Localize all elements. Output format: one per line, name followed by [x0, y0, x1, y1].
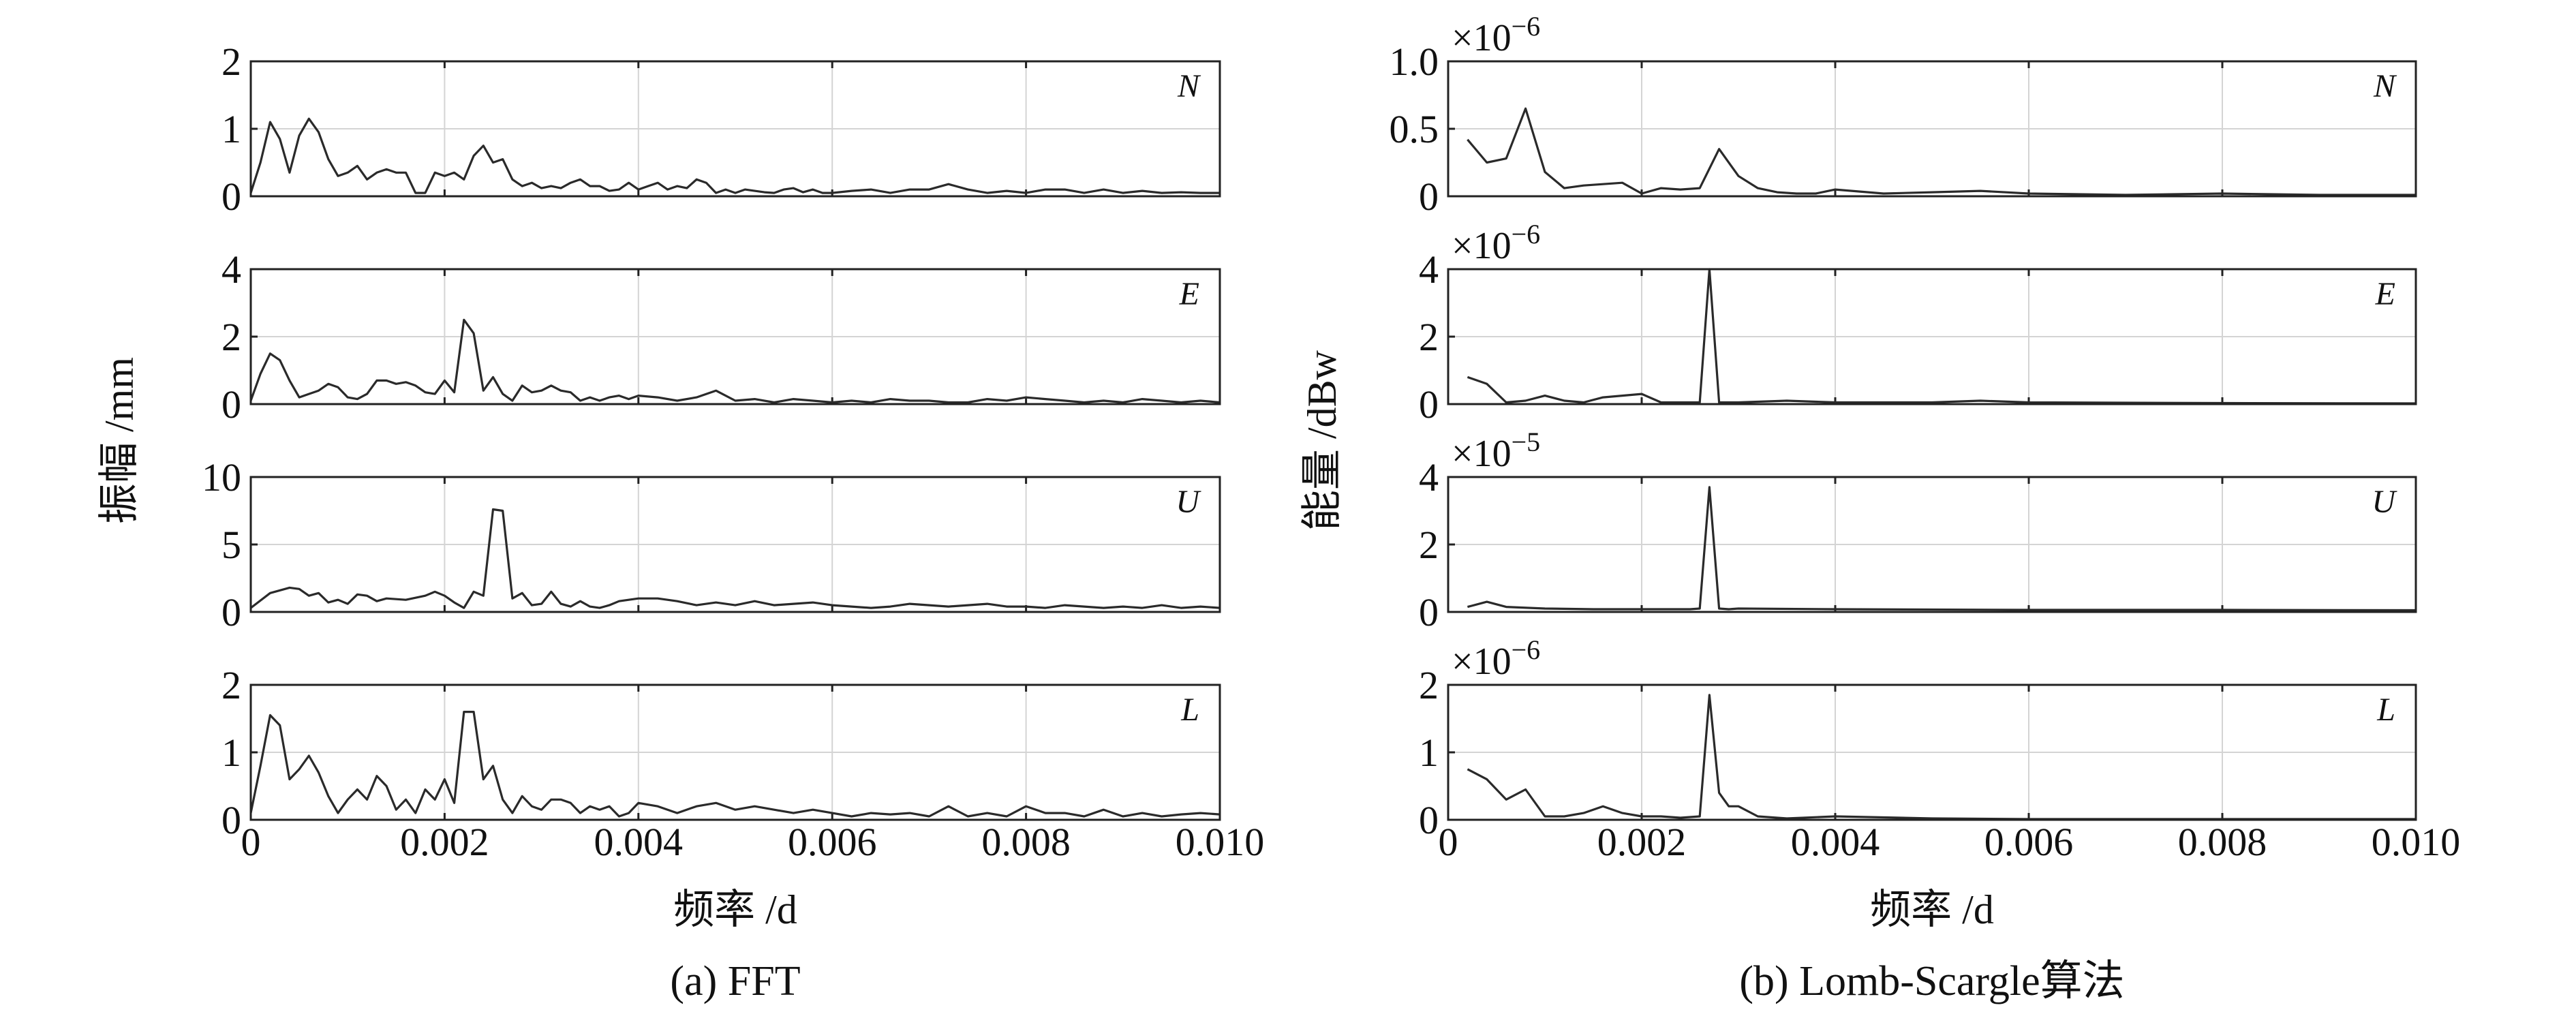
- panel-E: 0 2 4 E ×10−6: [1419, 219, 2417, 427]
- panel-U: 0 2 4 U ×10−5: [1419, 427, 2417, 634]
- panel-N: 0 1 2 N: [221, 40, 1221, 219]
- y-tick-label: 0: [221, 174, 241, 219]
- panel-frame: [1447, 683, 2417, 821]
- panel-frame: [249, 268, 1221, 405]
- panel-label: E: [1179, 276, 1199, 312]
- y-axis-label: 振幅 /mm: [97, 357, 142, 524]
- x-tick-label: 0.004: [1791, 820, 1880, 864]
- y-tick-label: 0: [1419, 174, 1439, 219]
- lomb-scargle-chart: 0 0.5 1.0 N ×10−6 0 2 4 E ×10−6 0 2 4 U ×10−5 0 1 2 L ×10−6…: [1300, 11, 2460, 1004]
- y-tick-label: 2: [221, 40, 241, 84]
- panel-L: 0 1 2 L ×10−6: [1419, 634, 2417, 842]
- x-tick-label: 0.002: [400, 820, 489, 864]
- x-tick-label: 0.004: [594, 820, 684, 864]
- panel-frame: [249, 476, 1221, 613]
- panel-frame: [249, 60, 1221, 198]
- series-line-L: [1467, 694, 2416, 820]
- panel-label: N: [2373, 68, 2397, 104]
- y-tick-label: 2: [221, 663, 241, 707]
- panel-E: 0 2 4 E: [221, 247, 1221, 427]
- series-line-N: [249, 117, 1220, 194]
- x-tick-label: 0: [241, 820, 261, 864]
- scale-multiplier: ×10−6: [1452, 634, 1540, 683]
- x-axis-label: 频率 /d: [673, 887, 797, 932]
- y-tick-label: 1.0: [1390, 40, 1439, 84]
- x-tick-label: 0: [1439, 820, 1458, 864]
- y-tick-label: 2: [221, 315, 241, 359]
- x-tick-label: 0.008: [981, 820, 1071, 864]
- series-line-E: [249, 318, 1221, 404]
- y-axis-label: 能量 /dBw: [1300, 350, 1345, 531]
- x-tick-label: 0.002: [1597, 820, 1687, 864]
- y-tick-label: 0: [221, 590, 241, 634]
- x-tick-label: 0.010: [1176, 820, 1265, 864]
- y-tick-label: 10: [202, 455, 241, 500]
- series-line-N: [1467, 107, 2416, 196]
- figure-caption: (a) FFT: [670, 958, 800, 1004]
- panel-L: 0 1 2 L: [221, 663, 1221, 842]
- y-tick-label: 1: [221, 107, 241, 151]
- panel-frame: [1447, 268, 2417, 405]
- y-tick-label: 0: [221, 382, 241, 427]
- x-axis-label: 频率 /d: [1870, 887, 1994, 932]
- panel-label: U: [1176, 484, 1201, 520]
- y-tick-label: 2: [1419, 523, 1439, 567]
- fft-chart: 0 1 2 N 0 2 4 E 0 5 10 U 0 1 2 L 0 0.002 0.004 0.006 0.008 0.…: [97, 40, 1264, 1004]
- panel-label: L: [1180, 692, 1199, 728]
- y-tick-label: 5: [221, 523, 241, 567]
- x-tick-label: 0.010: [2372, 820, 2461, 864]
- y-tick-label: 1: [221, 731, 241, 775]
- scale-multiplier: ×10−5: [1452, 427, 1540, 475]
- y-tick-label: 0: [1419, 590, 1439, 634]
- series-line-L: [249, 710, 1221, 818]
- y-tick-label: 4: [221, 247, 241, 292]
- y-tick-label: 0.5: [1390, 107, 1439, 151]
- panel-label: U: [2372, 484, 2397, 520]
- panel-frame: [1447, 476, 2417, 613]
- y-tick-label: 0: [1419, 798, 1439, 842]
- scale-multiplier: ×10−6: [1452, 11, 1540, 59]
- y-tick-label: 0: [1419, 382, 1439, 427]
- series-line-U: [250, 508, 1221, 609]
- y-tick-label: 0: [221, 798, 241, 842]
- series-line-E: [1467, 268, 2417, 405]
- figure-caption: (b) Lomb-Scargle算法: [1739, 958, 2124, 1004]
- y-tick-label: 2: [1419, 315, 1439, 359]
- panel-frame: [1447, 60, 2417, 198]
- panel-label: N: [1177, 68, 1201, 104]
- x-tick-label: 0.006: [1984, 820, 2074, 864]
- panel-label: L: [2376, 692, 2395, 728]
- y-tick-label: 1: [1419, 731, 1439, 775]
- x-tick-label: 0.006: [788, 820, 877, 864]
- panel-label: E: [2375, 276, 2395, 312]
- panel-frame: [249, 683, 1221, 821]
- y-tick-label: 4: [1419, 455, 1439, 500]
- panel-U: 0 5 10 U: [202, 455, 1221, 634]
- y-tick-label: 4: [1419, 247, 1439, 292]
- series-line-U: [1467, 486, 2417, 612]
- panel-N: 0 0.5 1.0 N ×10−6: [1390, 11, 2417, 219]
- scale-multiplier: ×10−6: [1452, 219, 1540, 267]
- x-tick-label: 0.008: [2178, 820, 2267, 864]
- y-tick-label: 2: [1419, 663, 1439, 707]
